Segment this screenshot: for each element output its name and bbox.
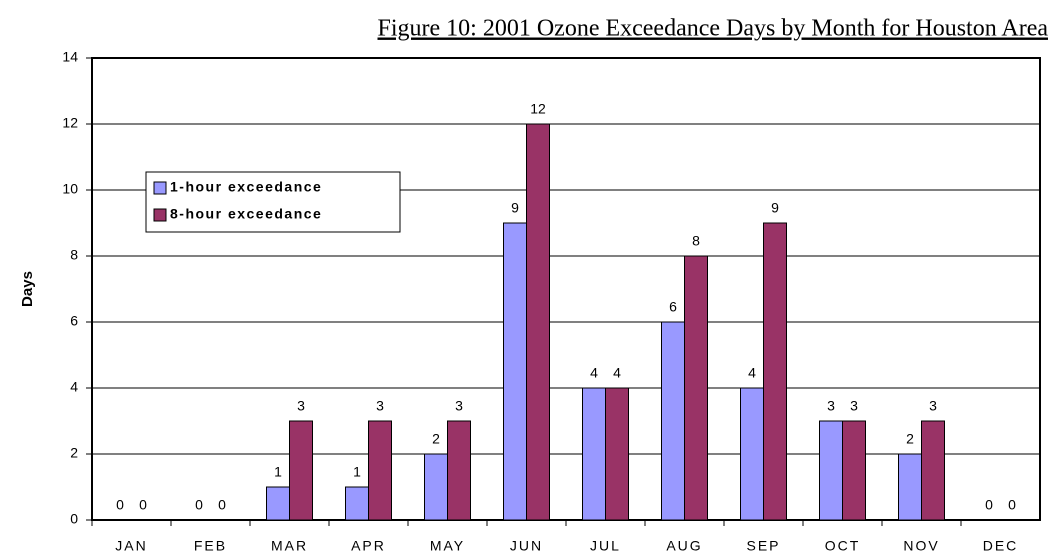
bar <box>661 321 685 521</box>
legend-label: 8-hour exceedance <box>170 206 322 222</box>
data-label: 2 <box>432 431 440 447</box>
data-label: 1 <box>274 464 282 480</box>
y-tick-label: 12 <box>62 115 78 131</box>
data-label: 12 <box>530 101 546 117</box>
data-label: 0 <box>139 497 147 513</box>
legend-box <box>145 171 401 233</box>
x-tick-label: MAY <box>430 538 465 554</box>
y-tick-label: 4 <box>70 379 78 395</box>
bar <box>526 123 550 521</box>
y-tick-label: 14 <box>62 49 78 65</box>
x-tick-label: MAR <box>271 538 308 554</box>
bar <box>503 222 527 521</box>
data-label: 3 <box>297 398 305 414</box>
bar <box>898 453 922 521</box>
bar <box>842 420 866 521</box>
x-tick-label: NOV <box>903 538 939 554</box>
y-axis-label: Days <box>19 271 36 307</box>
data-label: 4 <box>613 365 621 381</box>
bar <box>345 486 369 521</box>
bar <box>763 222 787 521</box>
x-tick-label: JUL <box>590 538 621 554</box>
y-tick-label: 6 <box>70 313 78 329</box>
data-label: 0 <box>116 497 124 513</box>
data-label: 9 <box>511 200 519 216</box>
bar <box>684 255 708 521</box>
data-label: 3 <box>850 398 858 414</box>
data-label: 2 <box>906 431 914 447</box>
x-tick-label: JUN <box>510 538 543 554</box>
x-tick-label: AUG <box>666 538 702 554</box>
bar <box>424 453 448 521</box>
legend-swatch <box>153 181 167 195</box>
data-label: 0 <box>1008 497 1016 513</box>
bar <box>605 387 629 521</box>
legend-swatch <box>153 208 167 222</box>
x-tick-label: JAN <box>115 538 147 554</box>
data-label: 9 <box>771 200 779 216</box>
legend-label: 1-hour exceedance <box>170 179 322 195</box>
plot-frame <box>91 57 1041 521</box>
bar <box>921 420 945 521</box>
bar <box>819 420 843 521</box>
bar <box>582 387 606 521</box>
x-tick-label: FEB <box>194 538 227 554</box>
y-tick-label: 2 <box>70 445 78 461</box>
bar <box>266 486 290 521</box>
data-label: 6 <box>669 299 677 315</box>
data-label: 4 <box>748 365 756 381</box>
data-label: 3 <box>827 398 835 414</box>
bar <box>740 387 764 521</box>
data-label: 0 <box>985 497 993 513</box>
chart-title: Figure 10: 2001 Ozone Exceedance Days by… <box>378 16 1049 42</box>
x-tick-label: DEC <box>983 538 1019 554</box>
bar <box>368 420 392 521</box>
data-label: 0 <box>195 497 203 513</box>
data-label: 8 <box>692 233 700 249</box>
data-label: 4 <box>590 365 598 381</box>
data-label: 0 <box>218 497 226 513</box>
data-label: 3 <box>929 398 937 414</box>
bar <box>289 420 313 521</box>
x-tick-label: OCT <box>825 538 861 554</box>
data-label: 1 <box>353 464 361 480</box>
y-tick-label: 10 <box>62 181 78 197</box>
x-tick-label: APR <box>351 538 386 554</box>
x-tick-label: SEP <box>746 538 780 554</box>
data-label: 3 <box>376 398 384 414</box>
bar <box>447 420 471 521</box>
data-label: 3 <box>455 398 463 414</box>
y-tick-label: 8 <box>70 247 78 263</box>
y-tick-label: 0 <box>70 511 78 527</box>
